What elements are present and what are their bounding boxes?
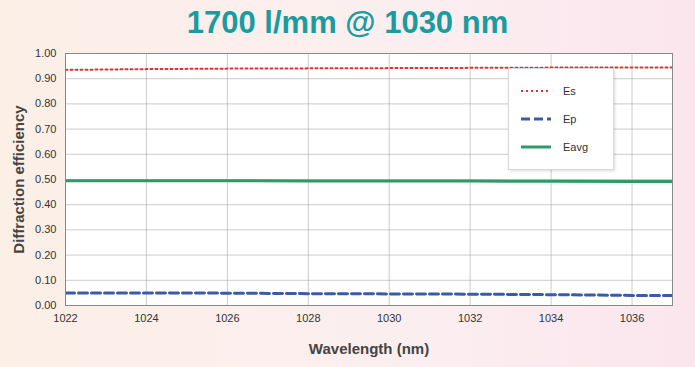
svg-text:1032: 1032 [458, 312, 482, 324]
svg-text:0.70: 0.70 [35, 123, 56, 135]
html-text:Ep: Ep [563, 113, 577, 125]
svg-text:1024: 1024 [134, 312, 158, 324]
svg-text:1036: 1036 [620, 312, 644, 324]
svg-text:1.00: 1.00 [35, 47, 56, 59]
svg-text:1022: 1022 [53, 312, 77, 324]
svg-text:1034: 1034 [539, 312, 563, 324]
svg-text:0.60: 0.60 [35, 148, 56, 160]
svg-text:Wavelength (nm): Wavelength (nm) [309, 340, 429, 357]
html-text:Eavg: Eavg [563, 141, 589, 153]
svg-text:0.80: 0.80 [35, 97, 56, 109]
html-text:1700 l/mm @ 1030 nm: 1700 l/mm @ 1030 nm [186, 5, 509, 40]
svg-text:0.10: 0.10 [35, 274, 56, 286]
svg-text:0.40: 0.40 [35, 198, 56, 210]
html-text:Es: Es [563, 85, 576, 97]
svg-text:0.20: 0.20 [35, 249, 56, 261]
svg-text:1026: 1026 [215, 312, 239, 324]
svg-text:0.00: 0.00 [35, 299, 56, 311]
svg-text:0.50: 0.50 [35, 173, 56, 185]
svg-text:1030: 1030 [377, 312, 401, 324]
svg-text:Diffraction efficiency: Diffraction efficiency [10, 105, 27, 254]
svg-text:0.30: 0.30 [35, 223, 56, 235]
svg-text:0.90: 0.90 [35, 72, 56, 84]
svg-text:1028: 1028 [296, 312, 320, 324]
